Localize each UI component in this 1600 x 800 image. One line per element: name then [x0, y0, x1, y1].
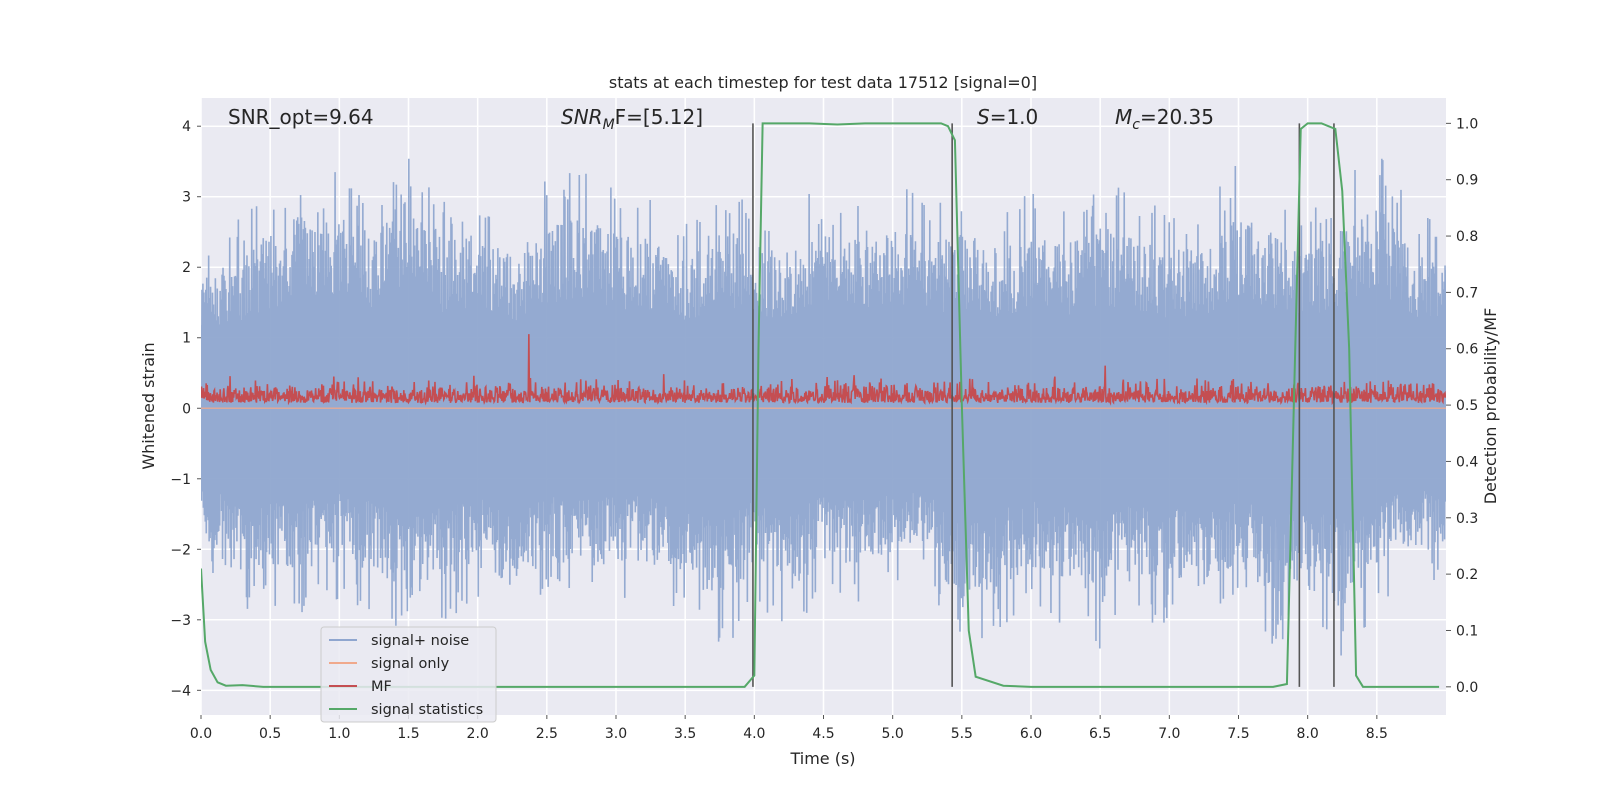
- annotation-mc-sub: c: [1132, 117, 1140, 133]
- y-axis-ticks: −4 −3 −2 −1 0 1 2 3 4: [170, 119, 201, 699]
- annotation-s-var: S: [977, 105, 990, 129]
- y-tick-label-3: −1: [170, 472, 191, 488]
- y-tick-label-4: 0: [182, 401, 191, 417]
- y2-tick-label-6: 0.6: [1456, 342, 1478, 358]
- annotation-mc: Mc=20.35: [1115, 105, 1214, 133]
- series-signal-statistics: [201, 122, 1440, 688]
- x-tick-label-13: 6.5: [1089, 726, 1111, 742]
- annotation-snr-mf-base: SNR: [561, 105, 603, 129]
- y2-tick-label-4: 0.4: [1456, 454, 1478, 470]
- y2-tick-label-0: 0.0: [1456, 680, 1478, 696]
- y2-tick-label-5: 0.5: [1456, 398, 1478, 414]
- x-tick-label-10: 5.0: [882, 726, 904, 742]
- legend-label-mf: MF: [371, 679, 392, 695]
- annotation-mc-rest: =20.35: [1140, 105, 1214, 129]
- y2-tick-label-9: 0.9: [1456, 173, 1478, 189]
- x-tick-label-7: 3.5: [674, 726, 696, 742]
- y-tick-label-7: 3: [182, 190, 191, 206]
- y-tick-label-1: −3: [170, 613, 191, 629]
- y2-axis-ticks: 0.0 0.1 0.2 0.3 0.4 0.5 0.6 0.7 0.8 0.9 1.0: [1446, 116, 1478, 696]
- y-tick-label-6: 2: [182, 260, 191, 276]
- chart-title: stats at each timestep for test data 175…: [609, 73, 1037, 92]
- annotation-snr-opt: SNR_opt=9.64: [228, 105, 374, 129]
- y-tick-label-2: −2: [170, 542, 191, 558]
- x-tick-label-15: 7.5: [1227, 726, 1249, 742]
- y2-tick-label-8: 0.8: [1456, 229, 1478, 245]
- x-tick-label-4: 2.0: [467, 726, 489, 742]
- x-axis-ticks: 0.0 0.5 1.0 1.5 2.0 2.5 3.0 3.5 4.0 4.5 5.0 5.5 6.0 6…: [190, 715, 1388, 742]
- x-tick-label-14: 7.0: [1158, 726, 1180, 742]
- x-axis-label: Time (s): [789, 749, 855, 768]
- legend: signal+ noise signal only MF signal stat…: [320, 626, 497, 723]
- x-tick-label-16: 8.0: [1297, 726, 1319, 742]
- annotation-snr-mf-rest: F=[5.12]: [615, 105, 703, 129]
- series-signal-noise: [201, 158, 1446, 656]
- annotation-mc-var: M: [1115, 105, 1132, 129]
- x-tick-label-0: 0.0: [190, 726, 212, 742]
- series-layer: [201, 122, 1446, 688]
- x-tick-label-8: 4.0: [743, 726, 765, 742]
- y2-tick-label-3: 0.3: [1456, 511, 1478, 527]
- x-tick-label-2: 1.0: [328, 726, 350, 742]
- x-tick-label-9: 4.5: [812, 726, 834, 742]
- y2-tick-label-2: 0.2: [1456, 567, 1478, 583]
- annotation-snr-mf-sub: M: [603, 117, 615, 133]
- legend-label-signal-statistics: signal statistics: [371, 702, 483, 718]
- y-tick-label-5: 1: [182, 331, 191, 347]
- legend-label-signal-noise: signal+ noise: [371, 633, 469, 649]
- y2-axis-label: Detection probability/MF: [1481, 308, 1500, 505]
- x-tick-label-17: 8.5: [1366, 726, 1388, 742]
- series-mf: [201, 334, 1446, 406]
- legend-box: [320, 626, 497, 723]
- x-tick-label-3: 1.5: [397, 726, 419, 742]
- y2-tick-label-7: 0.7: [1456, 285, 1478, 301]
- annotation-snr-mf: SNRMF=[5.12]: [561, 105, 703, 133]
- y2-tick-label-1: 0.1: [1456, 623, 1478, 639]
- x-tick-label-12: 6.0: [1020, 726, 1042, 742]
- y2-tick-label-10: 1.0: [1456, 116, 1478, 132]
- annotation-s-rest: =1.0: [990, 105, 1039, 129]
- x-tick-label-6: 3.0: [605, 726, 627, 742]
- legend-label-signal-only: signal only: [371, 656, 450, 672]
- x-tick-label-5: 2.5: [536, 726, 558, 742]
- y-tick-label-8: 4: [182, 119, 191, 135]
- x-tick-label-11: 5.5: [951, 726, 973, 742]
- y-tick-label-0: −4: [170, 683, 191, 699]
- y-axis-label: Whitened strain: [139, 342, 158, 469]
- x-tick-label-1: 0.5: [259, 726, 281, 742]
- annotation-s: S=1.0: [977, 105, 1038, 129]
